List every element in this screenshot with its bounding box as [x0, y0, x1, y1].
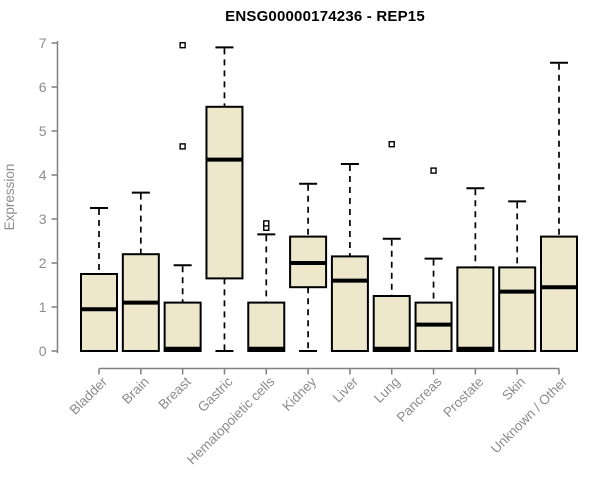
- outlier-point: [179, 143, 186, 150]
- x-axis-category-label: Lung: [371, 374, 403, 406]
- x-axis-category-label: Kidney: [279, 374, 319, 414]
- iqr-box: [205, 105, 244, 280]
- y-axis-tick-label: 5: [39, 123, 47, 139]
- box-kidney: [289, 182, 328, 352]
- iqr-box: [80, 273, 118, 352]
- y-axis-tick-label: 3: [39, 211, 47, 227]
- box-unknown-other: [540, 61, 578, 353]
- y-axis-tick-label: 0: [39, 343, 47, 359]
- x-axis-category-label: Liver: [330, 374, 362, 406]
- box-skin: [498, 200, 537, 352]
- box-breast: [163, 42, 202, 353]
- box-bladder: [80, 207, 118, 352]
- chart-title: ENSG00000174236 - REP15: [225, 8, 425, 25]
- x-axis-category-label: Pancreas: [394, 374, 445, 425]
- y-axis-tick-label: 4: [39, 167, 47, 183]
- outlier-point: [430, 167, 437, 174]
- x-axis-category-label: Gastric: [195, 374, 236, 415]
- iqr-box: [330, 255, 369, 352]
- iqr-box: [456, 266, 495, 352]
- y-axis-title: Expression: [2, 164, 17, 231]
- iqr-box: [414, 301, 453, 353]
- box-gastric: [205, 46, 244, 352]
- iqr-box: [372, 295, 411, 352]
- x-axis-category-label: Skin: [499, 374, 528, 403]
- x-axis-category-label: Bladder: [67, 374, 111, 418]
- x-axis-category-label: Unknown / Other: [488, 374, 571, 457]
- y-axis-tick-label: 7: [39, 35, 47, 51]
- iqr-box: [498, 266, 537, 352]
- iqr-box: [163, 301, 202, 353]
- box-hematopoietic-cells: [247, 220, 286, 353]
- box-brain: [121, 191, 160, 352]
- x-axis-category-label: Brain: [119, 374, 152, 407]
- box-pancreas: [414, 167, 453, 353]
- box-prostate: [456, 187, 495, 352]
- y-axis-tick-label: 1: [39, 299, 47, 315]
- x-axis-category-label: Prostate: [440, 374, 486, 420]
- iqr-box: [247, 301, 286, 353]
- iqr-box: [540, 235, 578, 353]
- outlier-point: [388, 140, 395, 148]
- y-axis-tick-label: 6: [39, 79, 47, 95]
- y-axis: 0 1 2 3 4 5 6 7 Expression: [2, 35, 59, 359]
- y-axis-tick-label: 2: [39, 255, 47, 271]
- outlier-point: [179, 42, 186, 49]
- x-axis-category-label: Breast: [156, 374, 194, 412]
- box-liver: [330, 163, 369, 352]
- box-lung: [372, 140, 411, 352]
- outlier-point: [263, 220, 270, 227]
